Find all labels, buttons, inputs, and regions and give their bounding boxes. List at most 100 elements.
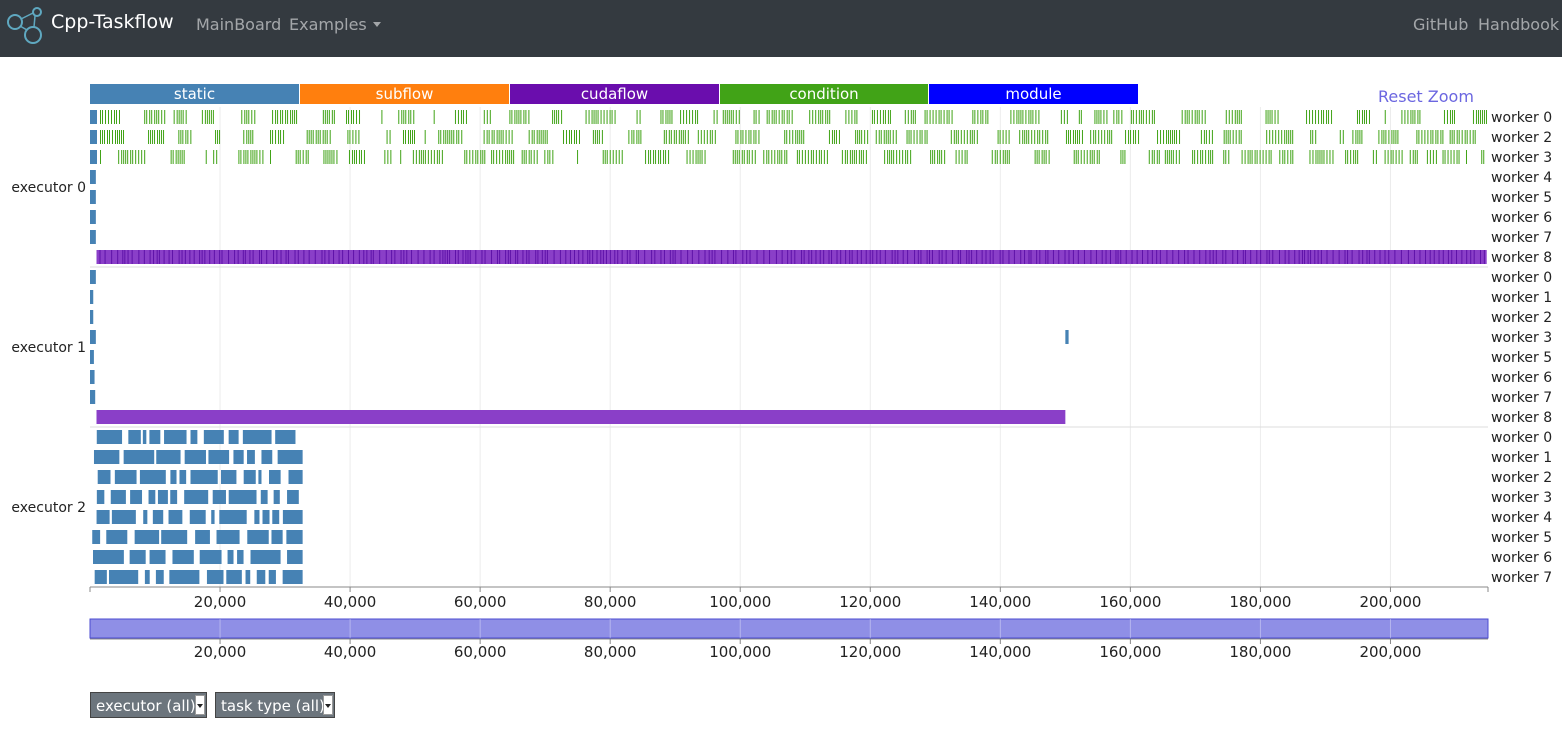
- task-bar: [895, 130, 897, 144]
- task-bar: [132, 150, 134, 164]
- task-bar: [270, 150, 272, 164]
- task-bar: [680, 250, 682, 264]
- task-bar: [1404, 110, 1406, 124]
- task-bar: [303, 250, 305, 264]
- task-bar: [768, 150, 770, 164]
- task-bar: [163, 130, 165, 144]
- task-bar: [516, 110, 518, 124]
- task-bar: [1481, 150, 1483, 164]
- task-bar: [308, 250, 310, 264]
- task-bar: [328, 110, 330, 124]
- task-bar: [929, 250, 931, 264]
- task-bar: [803, 130, 805, 144]
- task-bar: [287, 490, 299, 504]
- task-bar: [216, 530, 240, 544]
- task-bar: [812, 110, 814, 124]
- task-bar: [891, 250, 893, 264]
- task-bar: [90, 390, 96, 404]
- task-bar: [1130, 130, 1132, 144]
- task-bar: [695, 150, 697, 164]
- task-bar: [1100, 110, 1102, 124]
- task-bar: [1323, 110, 1325, 124]
- nav-link-github[interactable]: GitHub: [1413, 15, 1469, 34]
- task-bar: [206, 570, 224, 584]
- task-bar: [1022, 110, 1024, 124]
- task-bar: [329, 130, 331, 144]
- task-bar: [168, 250, 170, 264]
- task-type-select[interactable]: task type (all): [215, 692, 335, 718]
- overview-tick-label: 140,000: [969, 643, 1031, 661]
- task-bar: [278, 130, 280, 144]
- task-bar: [509, 250, 511, 264]
- task-bar: [697, 130, 699, 144]
- task-bar: [1272, 250, 1274, 264]
- legend-static[interactable]: static: [90, 84, 299, 104]
- task-bar: [746, 250, 748, 264]
- task-bar: [1016, 110, 1018, 124]
- network-nodes-logo-icon[interactable]: [6, 3, 46, 45]
- task-bar: [372, 250, 374, 264]
- task-bar: [748, 130, 750, 144]
- task-bar: [1284, 130, 1286, 144]
- brand-title[interactable]: Cpp-Taskflow: [51, 11, 174, 33]
- task-bar: [1111, 130, 1113, 144]
- task-bar: [985, 110, 987, 124]
- task-bar: [740, 130, 742, 144]
- task-bar: [698, 250, 700, 264]
- task-bar: [818, 110, 820, 124]
- task-bar: [938, 110, 940, 124]
- task-bar: [716, 110, 718, 124]
- task-bar: [100, 150, 101, 164]
- task-bar: [1109, 130, 1111, 144]
- task-bar: [1188, 110, 1190, 124]
- task-bar: [1249, 150, 1251, 164]
- task-bar: [1058, 250, 1060, 264]
- task-bar: [1073, 150, 1075, 164]
- task-bar: [1242, 250, 1244, 264]
- task-bar: [1020, 250, 1022, 264]
- legend-cudaflow[interactable]: cudaflow: [510, 84, 719, 104]
- task-bar: [953, 130, 955, 144]
- task-bar: [1314, 250, 1316, 264]
- task-bar: [1315, 110, 1317, 124]
- task-bar: [687, 250, 689, 264]
- task-bar: [544, 130, 546, 144]
- legend-subflow[interactable]: subflow: [300, 84, 509, 104]
- timeline-chart[interactable]: executor 0 worker 0 worker 2 worker 3 worker…: [0, 0, 1562, 690]
- nav-dropdown-examples[interactable]: Examples: [289, 15, 381, 34]
- task-bar: [394, 250, 396, 264]
- task-bar: [412, 150, 414, 164]
- task-bar: [1104, 130, 1106, 144]
- legend-condition[interactable]: condition: [720, 84, 928, 104]
- task-bar: [273, 250, 275, 264]
- task-bar: [290, 110, 292, 124]
- task-bar: [212, 490, 226, 504]
- task-bar: [155, 570, 164, 584]
- task-bar: [689, 150, 691, 164]
- task-bar: [243, 150, 245, 164]
- task-bar: [454, 110, 456, 124]
- task-bar: [491, 130, 493, 144]
- task-bar: [876, 250, 878, 264]
- task-bar: [93, 550, 124, 564]
- nav-link-mainboard[interactable]: MainBoard: [196, 15, 282, 34]
- task-bar: [204, 250, 206, 264]
- task-bar: [1042, 130, 1044, 144]
- task-bar: [873, 110, 875, 124]
- task-bar: [1083, 250, 1085, 264]
- task-bar: [526, 250, 528, 264]
- legend-module[interactable]: module: [929, 84, 1138, 104]
- task-bar: [939, 150, 941, 164]
- task-bar: [347, 130, 349, 144]
- task-bar: [1278, 250, 1280, 264]
- task-bar: [1096, 110, 1098, 124]
- worker-label: worker 6: [1491, 370, 1552, 386]
- nav-link-handbook[interactable]: Handbook: [1478, 15, 1560, 34]
- task-bar: [323, 150, 325, 164]
- task-bar: [154, 130, 156, 144]
- reset-zoom-button[interactable]: Reset Zoom: [1378, 87, 1474, 106]
- task-bar: [1352, 130, 1354, 144]
- overview-brush[interactable]: [89, 618, 1489, 639]
- executor-select[interactable]: executor (all): [90, 692, 207, 718]
- task-bar: [469, 250, 471, 264]
